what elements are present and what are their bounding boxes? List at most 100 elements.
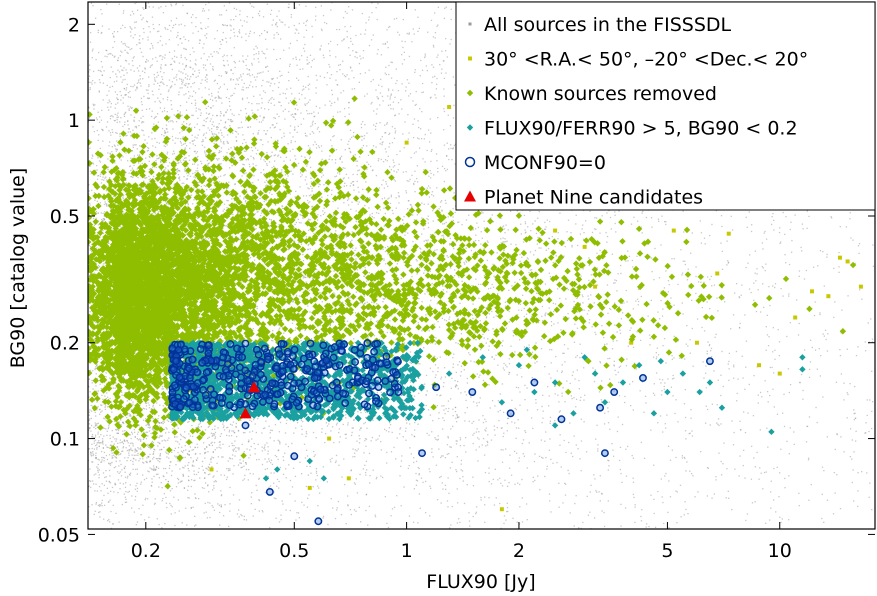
data-point xyxy=(206,194,208,196)
data-point xyxy=(111,452,113,454)
data-point xyxy=(212,133,214,136)
data-point xyxy=(236,513,239,515)
data-point xyxy=(223,65,226,67)
data-point xyxy=(95,366,97,368)
data-point xyxy=(130,69,132,71)
data-point xyxy=(100,411,102,413)
data-point xyxy=(197,318,200,320)
data-point xyxy=(181,238,183,240)
data-point xyxy=(92,483,95,485)
data-point xyxy=(185,48,187,51)
data-point xyxy=(90,81,92,84)
data-point xyxy=(238,30,240,33)
data-point xyxy=(289,42,292,45)
data-point xyxy=(258,51,260,53)
data-point xyxy=(184,142,186,145)
data-point xyxy=(230,120,232,122)
data-point xyxy=(113,491,115,493)
data-point xyxy=(167,480,170,483)
data-point xyxy=(212,135,215,137)
data-point xyxy=(92,103,94,105)
data-point xyxy=(307,202,310,204)
data-point xyxy=(198,426,200,429)
data-point xyxy=(375,122,378,125)
data-point xyxy=(197,134,199,136)
data-point xyxy=(106,458,109,461)
data-point xyxy=(113,374,116,376)
data-point xyxy=(133,429,136,431)
data-point xyxy=(205,3,207,6)
data-point xyxy=(152,94,154,96)
data-point xyxy=(219,151,221,153)
data-point xyxy=(168,467,171,470)
data-point xyxy=(263,447,265,449)
data-point xyxy=(223,140,225,143)
data-point xyxy=(235,136,237,138)
data-point xyxy=(132,443,134,445)
data-point xyxy=(175,17,178,19)
data-point xyxy=(625,289,627,292)
data-point xyxy=(335,79,337,81)
data-point xyxy=(183,436,186,439)
data-point xyxy=(262,169,265,171)
data-point xyxy=(394,114,397,116)
data-point xyxy=(190,485,192,488)
data-point xyxy=(105,126,108,128)
data-point xyxy=(389,142,391,145)
data-point xyxy=(236,78,238,80)
data-point xyxy=(113,41,116,43)
data-point xyxy=(222,456,224,458)
data-point xyxy=(93,399,96,402)
data-point xyxy=(188,470,190,472)
data-point xyxy=(152,47,154,49)
data-point xyxy=(156,113,159,115)
data-point xyxy=(212,434,214,437)
data-point xyxy=(452,414,454,417)
data-point xyxy=(156,141,158,144)
data-point xyxy=(185,178,188,180)
data-point xyxy=(131,133,133,135)
data-point xyxy=(179,460,181,463)
data-point xyxy=(258,72,260,74)
data-point xyxy=(225,41,228,43)
data-point xyxy=(196,137,198,139)
data-point xyxy=(517,303,520,305)
data-point xyxy=(233,242,235,244)
data-point xyxy=(136,44,138,46)
data-point xyxy=(103,457,106,459)
data-point xyxy=(108,469,111,472)
data-point xyxy=(210,432,213,434)
data-point xyxy=(600,399,602,401)
data-point xyxy=(557,232,559,234)
data-point xyxy=(220,150,222,153)
data-point xyxy=(150,432,152,435)
data-point xyxy=(397,308,399,311)
data-point xyxy=(195,17,197,19)
data-point xyxy=(253,175,255,177)
data-point xyxy=(152,441,155,444)
data-point xyxy=(190,194,193,196)
data-point xyxy=(150,42,153,45)
data-point xyxy=(360,126,363,129)
data-point xyxy=(339,68,341,71)
data-point xyxy=(231,442,233,445)
data-point xyxy=(231,94,233,97)
data-point xyxy=(277,86,280,89)
data-point xyxy=(223,64,225,66)
data-point xyxy=(211,128,213,130)
data-point xyxy=(147,402,149,404)
data-point xyxy=(207,105,210,108)
data-point xyxy=(193,139,196,141)
data-point xyxy=(110,527,113,529)
data-point xyxy=(177,499,179,501)
data-point xyxy=(107,199,109,201)
data-point xyxy=(265,199,267,202)
data-point xyxy=(281,205,284,207)
data-point xyxy=(202,469,204,471)
data-point xyxy=(421,217,423,219)
data-point xyxy=(256,459,258,461)
data-point xyxy=(156,458,159,460)
data-point xyxy=(135,449,137,451)
data-point xyxy=(95,483,97,485)
data-point xyxy=(308,194,311,197)
